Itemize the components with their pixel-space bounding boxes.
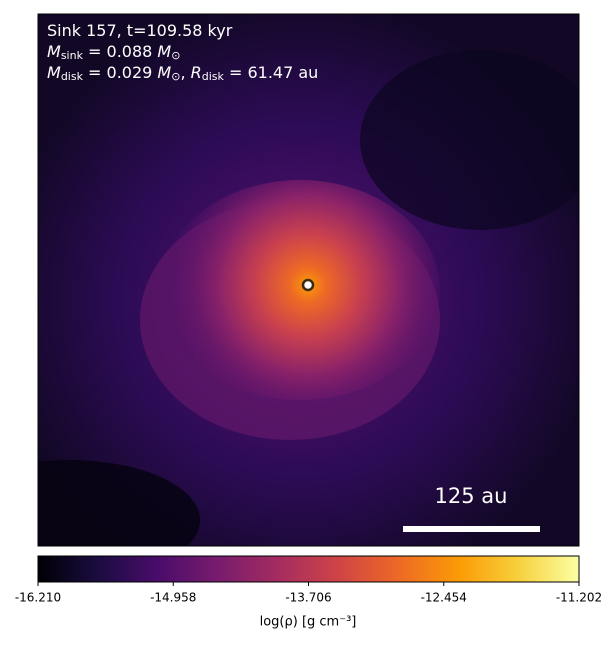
annotation-text: R [191, 63, 202, 82]
colorbar-ticks: -16.210 -14.958 -13.706 -12.454 -11.202 [15, 582, 602, 605]
annotation-subscript: ⊙ [171, 49, 180, 62]
colorbar-tick-label: -16.210 [15, 591, 61, 605]
annotation-text: M [47, 63, 61, 82]
annotation-subscript: disk [202, 70, 225, 83]
annotation-text: Sink 157, t=109.58 kyr [47, 21, 233, 40]
colorbar [37, 555, 580, 583]
density-map [38, 14, 579, 546]
annotation-text: M [157, 63, 171, 82]
annotation-text: M [47, 42, 61, 61]
annotation-line: Sink 157, t=109.58 kyr [47, 21, 233, 40]
annotation-line: Msink​ = 0.088 M⊙​ [47, 42, 180, 63]
colorbar-tick-label: -13.706 [285, 591, 331, 605]
annotation-subscript: sink [61, 49, 84, 62]
annotation-subscript: disk [61, 70, 84, 83]
colorbar-tick-label: -11.202 [556, 591, 602, 605]
annotations: Sink 157, t=109.58 kyr Msink​ = 0.088 M⊙​… [47, 21, 318, 84]
annotation-subscript: ⊙ [171, 70, 180, 83]
annotation-text: , [180, 63, 190, 82]
annotation-text: = 0.029 [83, 63, 157, 82]
sink-marker [301, 278, 315, 292]
annotation-text: = 61.47 au [224, 63, 318, 82]
scale-bar [403, 526, 540, 532]
annotation-line: Mdisk​ = 0.029 M⊙​, Rdisk​ = 61.47 au [47, 63, 318, 84]
scale-bar-label: 125 au [435, 484, 508, 508]
annotation-text: M [157, 42, 171, 61]
colorbar-label: log(ρ) [g cm⁻³] [260, 615, 357, 630]
colorbar-tick-label: -14.958 [150, 591, 196, 605]
colorbar-tick-label: -12.454 [421, 591, 467, 605]
plot-frame [37, 13, 580, 547]
annotation-text: = 0.088 [83, 42, 157, 61]
